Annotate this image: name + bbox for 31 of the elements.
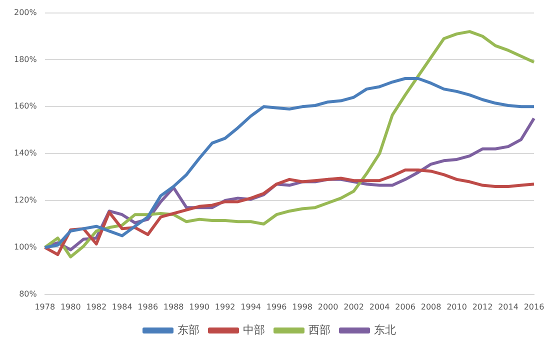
x-tick-label: 2004 [369, 302, 390, 312]
x-tick-label: 2014 [498, 302, 518, 312]
x-tick-label: 1980 [60, 302, 81, 312]
x-tick-label: 1994 [240, 302, 261, 312]
x-tick-label: 2016 [524, 302, 544, 312]
y-tick-label: 80% [19, 289, 38, 298]
x-tick-label: 2012 [472, 302, 493, 312]
x-tick-label: 2002 [344, 302, 364, 312]
y-tick-label: 120% [14, 196, 38, 205]
x-tick-label: 1988 [163, 302, 184, 312]
legend-label: 东北 [374, 323, 396, 336]
x-tick-label: 2010 [446, 302, 467, 312]
y-tick-label: 200% [14, 8, 38, 17]
x-tick-label: 1998 [292, 302, 312, 312]
x-tick-label: 1986 [138, 302, 158, 312]
x-tick-label: 1978 [34, 302, 56, 312]
y-tick-label: 180% [14, 54, 38, 64]
x-tick-label: 1996 [266, 302, 287, 312]
x-tick-label: 2000 [318, 302, 338, 312]
x-tick-label: 2008 [420, 302, 442, 312]
x-tick-label: 1990 [189, 302, 210, 312]
x-tick-label: 2006 [395, 302, 416, 312]
y-tick-label: 100% [14, 242, 38, 252]
legend-label: 中部 [243, 323, 265, 336]
x-tick-label: 1982 [86, 302, 107, 312]
y-tick-label: 140% [14, 148, 38, 158]
x-tick-label: 1992 [214, 302, 236, 312]
legend-label: 西部 [308, 323, 330, 336]
y-tick-label: 160% [14, 102, 38, 111]
legend-label: 东部 [178, 323, 200, 336]
x-tick-label: 1984 [112, 302, 132, 312]
